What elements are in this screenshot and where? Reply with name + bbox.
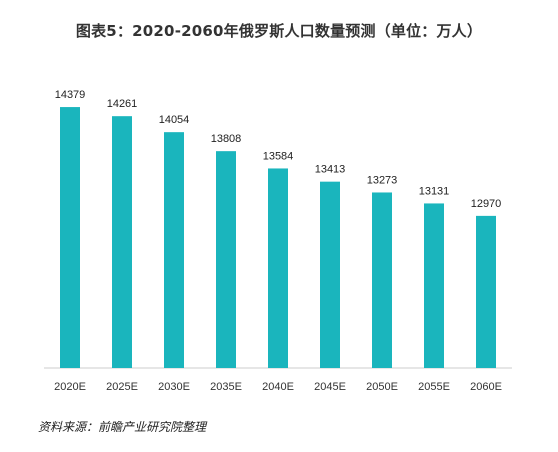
- data-label-2020E: 14379: [55, 89, 86, 101]
- x-tick-label-2040E: 2040E: [262, 381, 294, 393]
- x-tick-label-2045E: 2045E: [314, 381, 346, 393]
- bar-2030E: [164, 132, 184, 368]
- data-label-2050E: 13273: [367, 174, 398, 186]
- source-note: 资料来源：前瞻产业研究院整理: [38, 420, 207, 434]
- data-label-2055E: 13131: [419, 185, 450, 197]
- x-tick-label-2020E: 2020E: [54, 381, 86, 393]
- bar-2060E: [476, 215, 496, 368]
- bar-2020E: [60, 107, 80, 369]
- data-label-2040E: 13584: [263, 150, 294, 162]
- data-label-2035E: 13808: [211, 133, 242, 145]
- x-tick-label-2050E: 2050E: [366, 381, 398, 393]
- data-label-2045E: 13413: [315, 164, 346, 176]
- data-label-2025E: 14261: [107, 98, 138, 110]
- x-tick-label-2030E: 2030E: [158, 381, 190, 393]
- bar-2035E: [216, 151, 236, 368]
- bar-2040E: [268, 168, 288, 368]
- x-tick-label-2055E: 2055E: [418, 381, 450, 393]
- x-tick-label-2035E: 2035E: [210, 381, 242, 393]
- data-label-2030E: 14054: [159, 114, 190, 126]
- x-tick-label-2025E: 2025E: [106, 381, 138, 393]
- x-tick-label-2060E: 2060E: [470, 381, 502, 393]
- data-label-2060E: 12970: [471, 198, 502, 210]
- bar-2050E: [372, 192, 392, 368]
- bar-2025E: [112, 116, 132, 368]
- bar-2045E: [320, 181, 340, 368]
- bar-2055E: [424, 203, 444, 368]
- chart-title: 图表5：2020-2060年俄罗斯人口数量预测（单位：万人）: [75, 22, 483, 40]
